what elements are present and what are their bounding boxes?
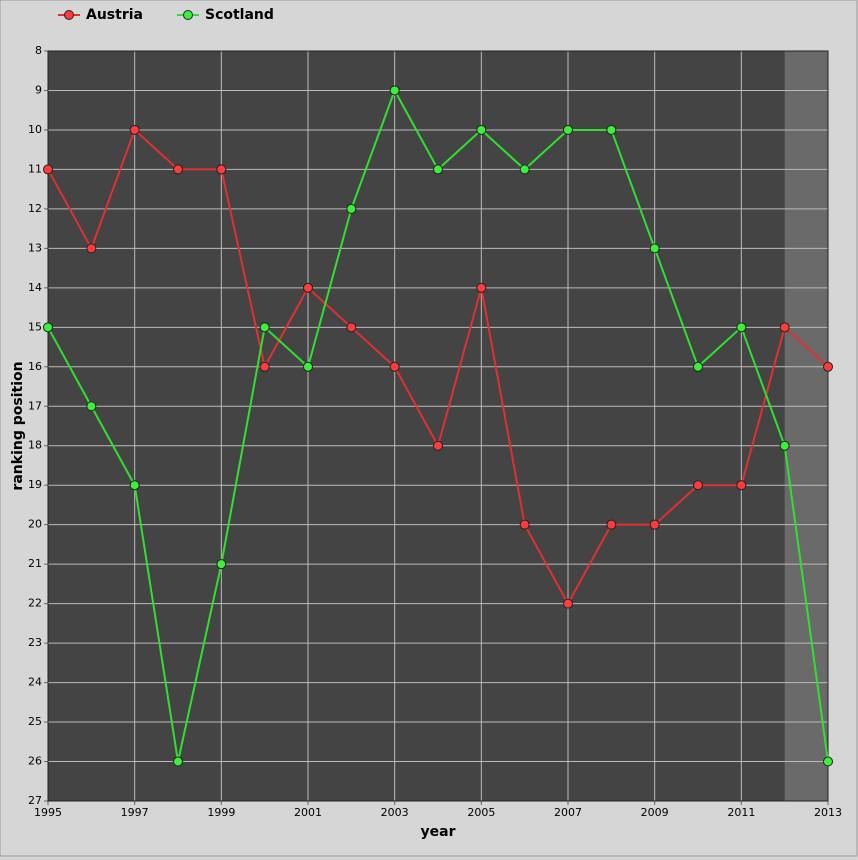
y-tick-label: 19 [28, 478, 42, 491]
data-point [216, 559, 227, 570]
data-point [303, 361, 313, 372]
plot-area [48, 51, 828, 801]
data-point [433, 164, 443, 175]
y-tick-label: 14 [28, 281, 42, 294]
legend-marker [182, 10, 193, 20]
highlight-band [784, 51, 828, 801]
data-point [129, 480, 140, 491]
data-point [649, 243, 660, 254]
legend-item: Scotland [176, 7, 274, 23]
y-tick-label: 24 [28, 676, 42, 689]
data-point [129, 124, 140, 135]
y-tick-label: 26 [28, 755, 42, 768]
y-tick-label: 25 [28, 715, 42, 728]
y-tick-label: 15 [28, 320, 42, 333]
data-point [43, 322, 53, 333]
x-tick-label: 2007 [554, 806, 582, 819]
data-point [303, 282, 313, 293]
data-point [86, 243, 97, 254]
y-tick-label: 23 [28, 636, 42, 649]
x-tick-label: 1997 [121, 806, 149, 819]
legend-label: Austria [86, 7, 143, 23]
data-point [476, 124, 487, 135]
data-point [779, 440, 790, 451]
x-tick-label: 1999 [207, 806, 235, 819]
data-point [563, 124, 573, 135]
x-tick-label: 2001 [294, 806, 322, 819]
data-point [259, 361, 270, 372]
data-point [346, 322, 357, 333]
y-tick-label: 11 [28, 162, 42, 175]
y-tick-label: 22 [28, 597, 42, 610]
x-tick-label: 2003 [381, 806, 409, 819]
data-point [259, 322, 270, 333]
data-point [173, 756, 183, 767]
data-point [433, 440, 443, 451]
data-point [736, 480, 747, 491]
data-point [649, 519, 660, 530]
y-tick-label: 18 [28, 439, 42, 452]
y-tick-label: 17 [28, 399, 42, 412]
x-tick-label: 2005 [467, 806, 495, 819]
x-tick-label: 1995 [34, 806, 62, 819]
data-point [736, 322, 747, 333]
legend-marker [64, 10, 74, 20]
y-tick-label: 20 [28, 518, 42, 531]
data-point [519, 519, 530, 530]
y-tick-label: 10 [28, 123, 42, 136]
plot-border [47, 50, 829, 802]
y-tick-label: 21 [28, 557, 42, 570]
data-point [389, 85, 400, 96]
data-point [779, 322, 790, 333]
data-point [346, 203, 357, 214]
x-tick-label: 2013 [814, 806, 842, 819]
y-tick-label: 12 [28, 202, 42, 215]
x-axis-label: year [421, 824, 456, 840]
y-tick-label: 13 [28, 241, 42, 254]
data-point [563, 598, 573, 609]
data-point [216, 164, 227, 175]
data-point [823, 361, 833, 372]
y-tick-label: 16 [28, 360, 42, 373]
data-point [519, 164, 530, 175]
y-tick-label: 27 [28, 794, 42, 807]
data-point [389, 361, 400, 372]
x-tick-label: 2009 [641, 806, 669, 819]
legend-item: Austria [58, 7, 143, 23]
data-point [43, 164, 53, 175]
data-point [173, 164, 183, 175]
data-point [693, 361, 703, 372]
y-tick-label: 8 [35, 44, 42, 57]
y-tick-label: 9 [35, 83, 42, 96]
data-point [693, 480, 703, 491]
data-point [823, 756, 833, 767]
y-axis-label: ranking position [10, 361, 26, 490]
data-point [86, 401, 97, 412]
x-tick-label: 2011 [727, 806, 755, 819]
data-point [606, 124, 617, 135]
data-point [476, 282, 487, 293]
data-point [606, 519, 617, 530]
legend-label: Scotland [205, 7, 274, 23]
